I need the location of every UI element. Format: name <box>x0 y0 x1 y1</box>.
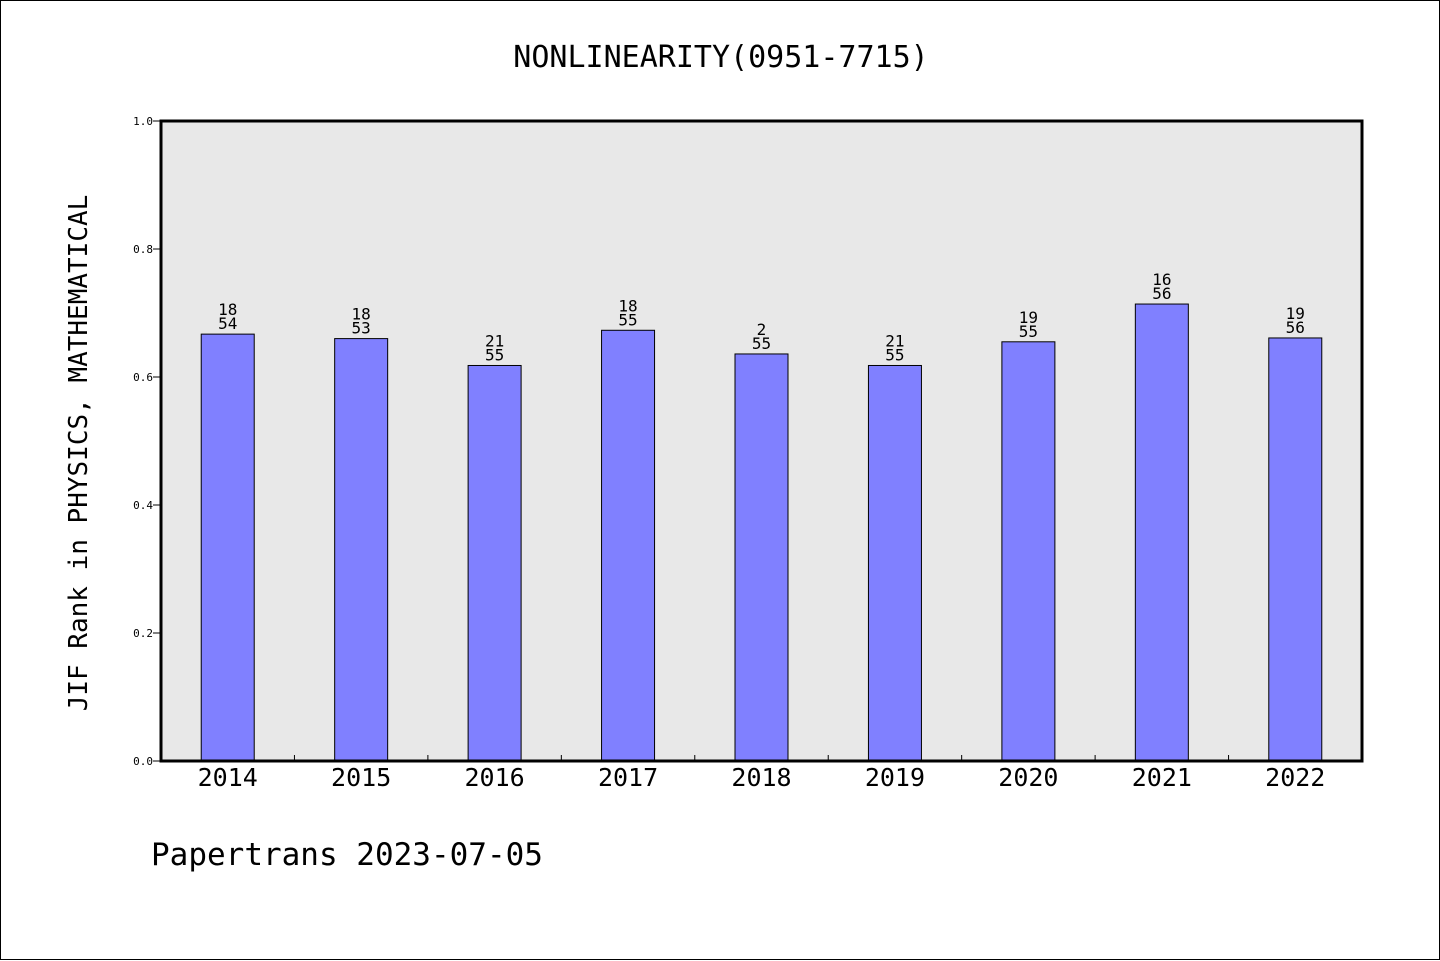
bar-2015 <box>334 338 389 762</box>
bar-label-rank: 18 <box>352 305 371 324</box>
bar-label-rank: 21 <box>485 331 504 350</box>
y-tick-label: 0.0 <box>133 755 153 768</box>
bar-2018 <box>734 353 789 762</box>
bar-label-total: 55 <box>752 334 771 353</box>
y-axis: 0.0 0.2 0.4 0.6 0.8 1.0 <box>133 115 161 768</box>
bar-label-total: 55 <box>618 310 637 329</box>
x-tick-label: 2019 <box>865 763 925 792</box>
x-tick-label: 2018 <box>731 763 791 792</box>
x-tick-label: 2022 <box>1265 763 1325 792</box>
bar-2019 <box>867 364 922 762</box>
x-tick-label: 2020 <box>998 763 1058 792</box>
x-tick-label: 2016 <box>465 763 525 792</box>
bar-2017 <box>601 329 656 762</box>
y-tick-label: 0.8 <box>133 243 153 256</box>
bar-2014 <box>200 333 255 762</box>
x-tick-label: 2014 <box>198 763 258 792</box>
bar-2020 <box>1001 341 1056 762</box>
bar-2022 <box>1268 337 1323 762</box>
bar-label-total: 54 <box>218 314 237 333</box>
bar-label-rank: 2 <box>757 320 767 339</box>
bar-label-rank: 21 <box>885 331 904 350</box>
bar-label-total: 55 <box>485 345 504 364</box>
bar-label-total: 55 <box>885 345 904 364</box>
bar-label-total: 53 <box>352 319 371 338</box>
x-axis: 2014 2015 2016 2017 2018 2019 2020 2021 2022 <box>198 755 1325 792</box>
y-tick-label: 0.2 <box>133 627 153 640</box>
bar-2016 <box>467 364 522 762</box>
bar-label-total: 56 <box>1152 284 1171 303</box>
bar-label-rank: 19 <box>1019 308 1038 327</box>
bar-label-rank: 16 <box>1152 270 1171 289</box>
y-tick-label: 0.6 <box>133 371 153 384</box>
bar-label-rank: 19 <box>1286 304 1305 323</box>
plot-border <box>159 119 1364 763</box>
footer-source-date: Papertrans 2023-07-05 <box>151 837 543 873</box>
bar-2021 <box>1134 303 1189 762</box>
y-tick-label: 0.4 <box>133 499 153 512</box>
x-tick-label: 2021 <box>1132 763 1192 792</box>
chart-title: NONLINEARITY(0951-7715) <box>513 40 928 75</box>
bar-label-total: 55 <box>1019 322 1038 341</box>
bar-label-rank: 18 <box>218 300 237 319</box>
bar-label-total: 56 <box>1286 318 1305 337</box>
x-tick-label: 2017 <box>598 763 658 792</box>
x-tick-label: 2015 <box>331 763 391 792</box>
y-axis-label: JIF Rank in PHYSICS, MATHEMATICAL <box>64 195 94 712</box>
bar-label-rank: 18 <box>618 296 637 315</box>
y-tick-label: 1.0 <box>133 115 153 128</box>
